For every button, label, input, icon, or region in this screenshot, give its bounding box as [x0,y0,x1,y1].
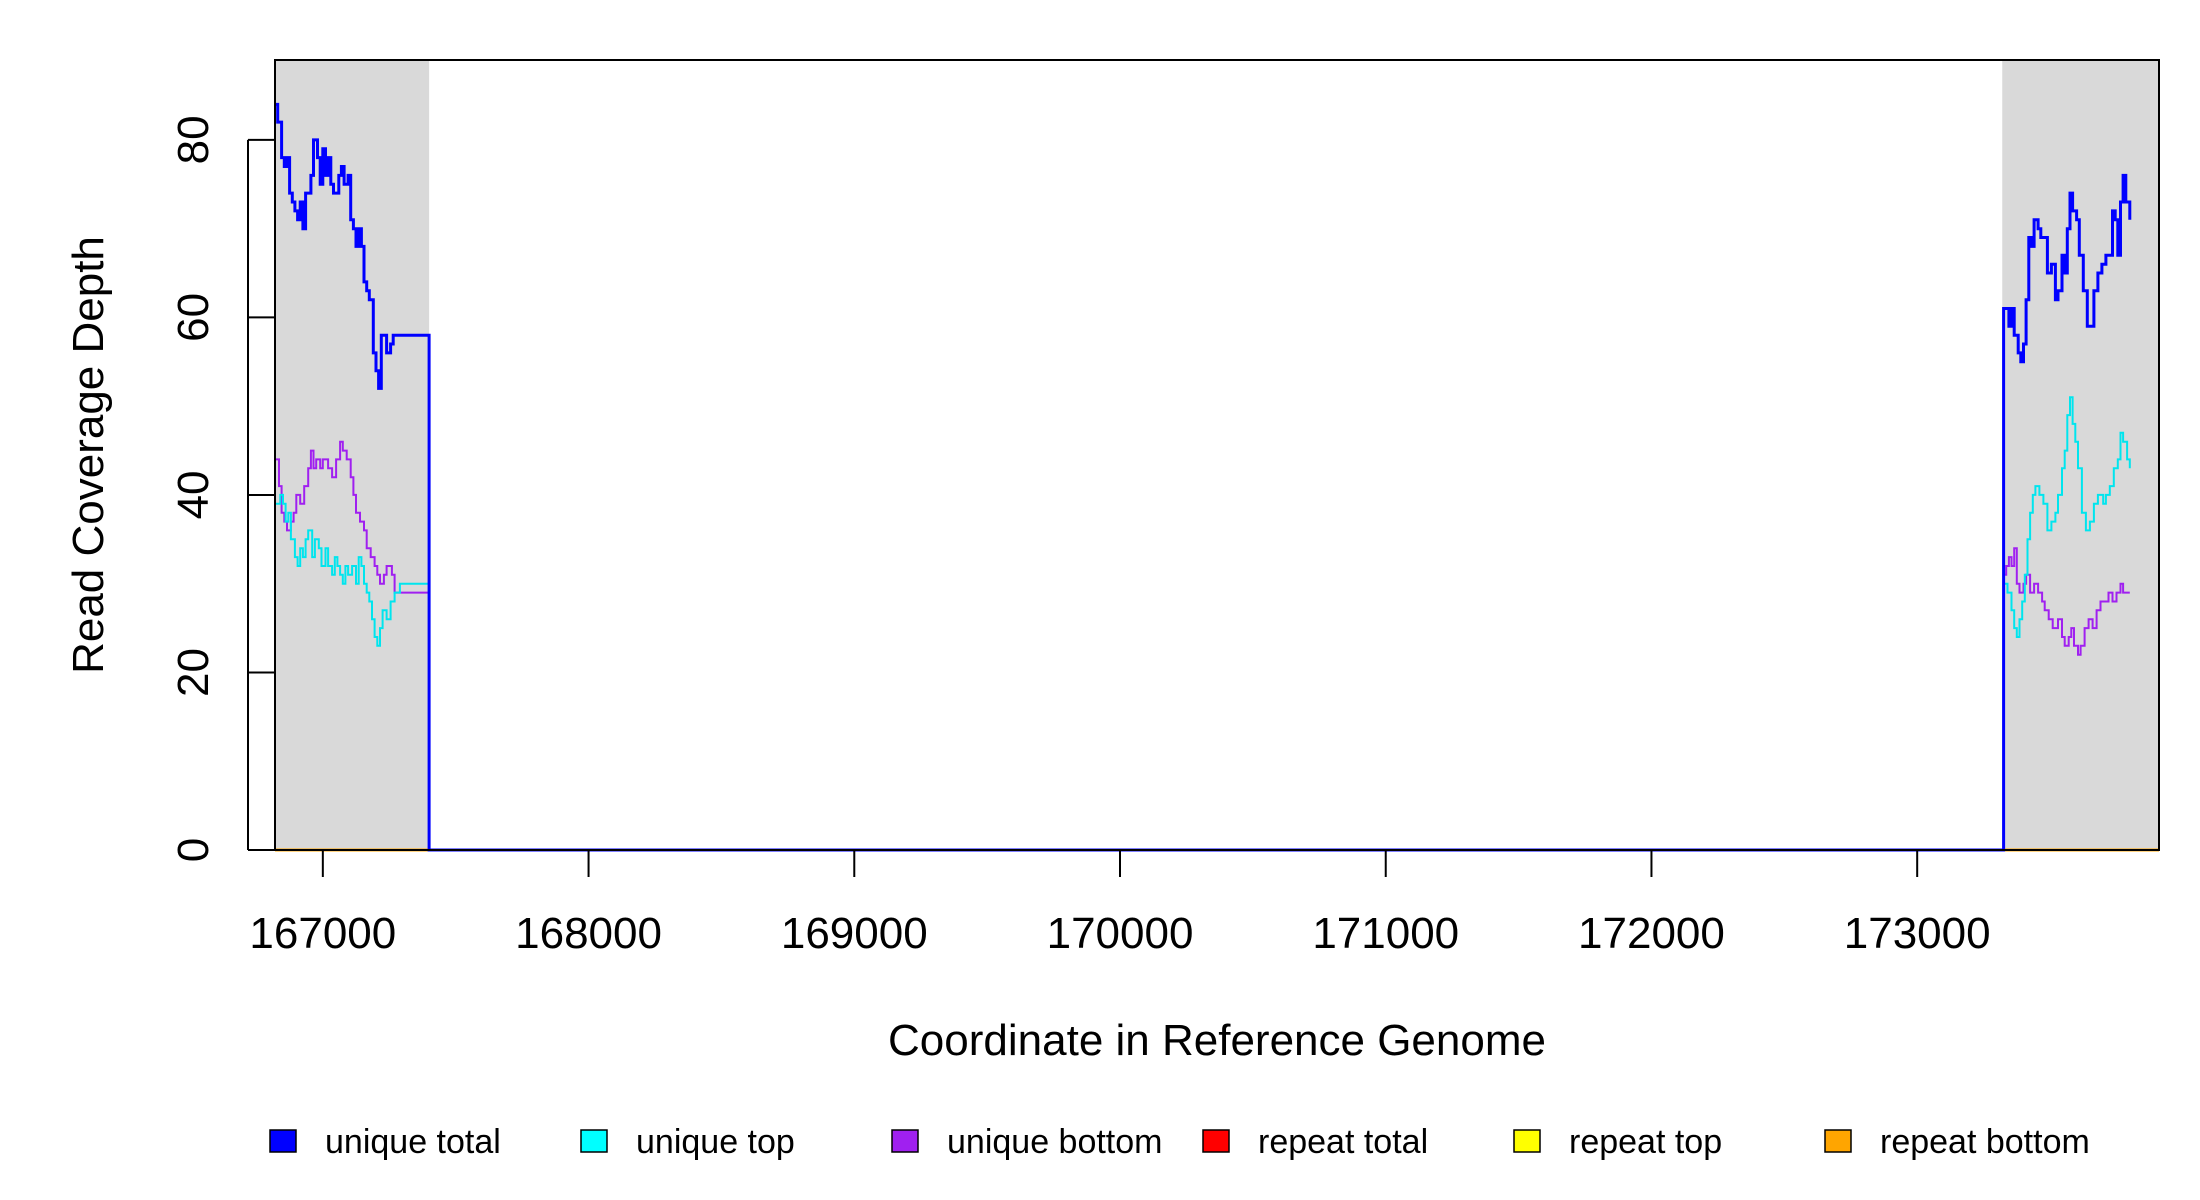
legend-swatch-unique-total [269,1129,297,1153]
x-tick-label: 167000 [249,909,396,958]
y-axis-title: Read Coverage Depth [64,236,113,674]
y-tick-label: 20 [169,648,218,697]
legend-swatch-unique-top [580,1129,608,1153]
legend: unique total unique top unique bottom repea… [269,1123,2090,1161]
x-tick-label: 168000 [515,909,662,958]
y-tick-label: 80 [169,115,218,164]
legend-swatch-unique-bottom [891,1129,919,1153]
x-axis-title: Coordinate in Reference Genome [888,1016,1546,1065]
y-tick-label: 0 [169,838,218,862]
x-tick-label: 173000 [1844,909,1991,958]
series-unique-total [275,102,2132,852]
legend-label-unique-total: unique total [325,1123,501,1161]
plot-frame [274,59,2160,851]
legend-swatch-repeat-bottom [1824,1129,1852,1153]
legend-label-repeat-bottom: repeat bottom [1880,1123,2090,1161]
x-axis: 167000 168000 169000 170000 171000 172000 1730… [249,849,1991,958]
series-unique-bottom [275,440,2130,851]
x-tick-label: 170000 [1047,909,1194,958]
legend-swatch-repeat-top [1513,1129,1541,1153]
legend-swatch-repeat-total [1202,1129,1230,1153]
series-unique-top [275,396,2131,851]
y-tick-label: 40 [169,470,218,519]
shaded-regions [275,60,2159,850]
x-tick-label: 172000 [1578,909,1725,958]
x-tick-label: 171000 [1312,909,1459,958]
y-tick-label: 60 [169,293,218,342]
legend-label-unique-bottom: unique bottom [947,1123,1163,1161]
series-layer [275,102,2159,852]
legend-label-repeat-top: repeat top [1569,1123,1722,1161]
legend-label-unique-top: unique top [636,1123,795,1161]
y-axis: 0 20 40 60 80 [169,115,275,862]
x-tick-label: 169000 [781,909,928,958]
shaded-region-2 [2002,60,2159,850]
legend-label-repeat-total: repeat total [1258,1123,1428,1161]
